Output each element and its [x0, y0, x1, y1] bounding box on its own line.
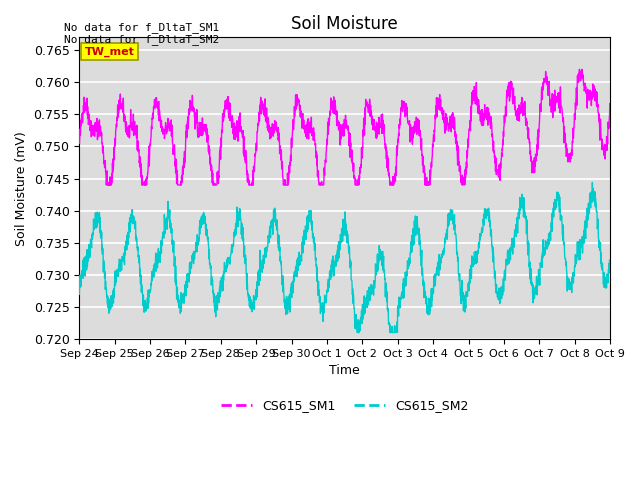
Text: No data for f_DltaT_SM1
No data for f_DltaT_SM2: No data for f_DltaT_SM1 No data for f_Dl… [64, 22, 220, 45]
Legend: CS615_SM1, CS615_SM2: CS615_SM1, CS615_SM2 [216, 394, 474, 417]
Title: Soil Moisture: Soil Moisture [291, 15, 398, 33]
Text: TW_met: TW_met [84, 47, 134, 57]
X-axis label: Time: Time [330, 364, 360, 377]
Y-axis label: Soil Moisture (mV): Soil Moisture (mV) [15, 131, 28, 246]
